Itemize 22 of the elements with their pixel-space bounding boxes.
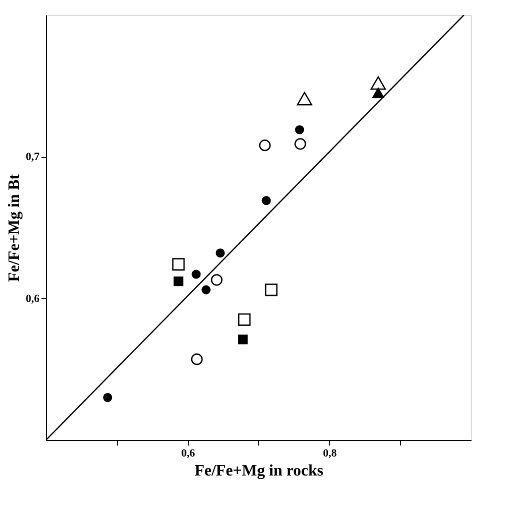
- x-axis-title: Fe/Fe+Mg in rocks: [194, 462, 324, 480]
- point: [372, 88, 384, 98]
- point: [296, 92, 312, 106]
- point: [295, 125, 304, 134]
- y-tick-label: 0,7: [26, 151, 40, 164]
- y-axis-title: Fe/Fe+Mg in Bt: [6, 173, 23, 282]
- point: [259, 140, 271, 152]
- point: [103, 392, 112, 402]
- x-tick-label: 0,8: [322, 448, 338, 460]
- point: [202, 285, 211, 294]
- point: [264, 284, 278, 296]
- point: [238, 313, 251, 326]
- point: [172, 258, 185, 271]
- point: [238, 334, 248, 344]
- point: [174, 276, 184, 286]
- point: [216, 248, 225, 258]
- point: [370, 76, 386, 90]
- point: [294, 138, 306, 150]
- point: [191, 353, 203, 366]
- point: [192, 270, 201, 279]
- point: [262, 196, 271, 206]
- point: [210, 274, 223, 286]
